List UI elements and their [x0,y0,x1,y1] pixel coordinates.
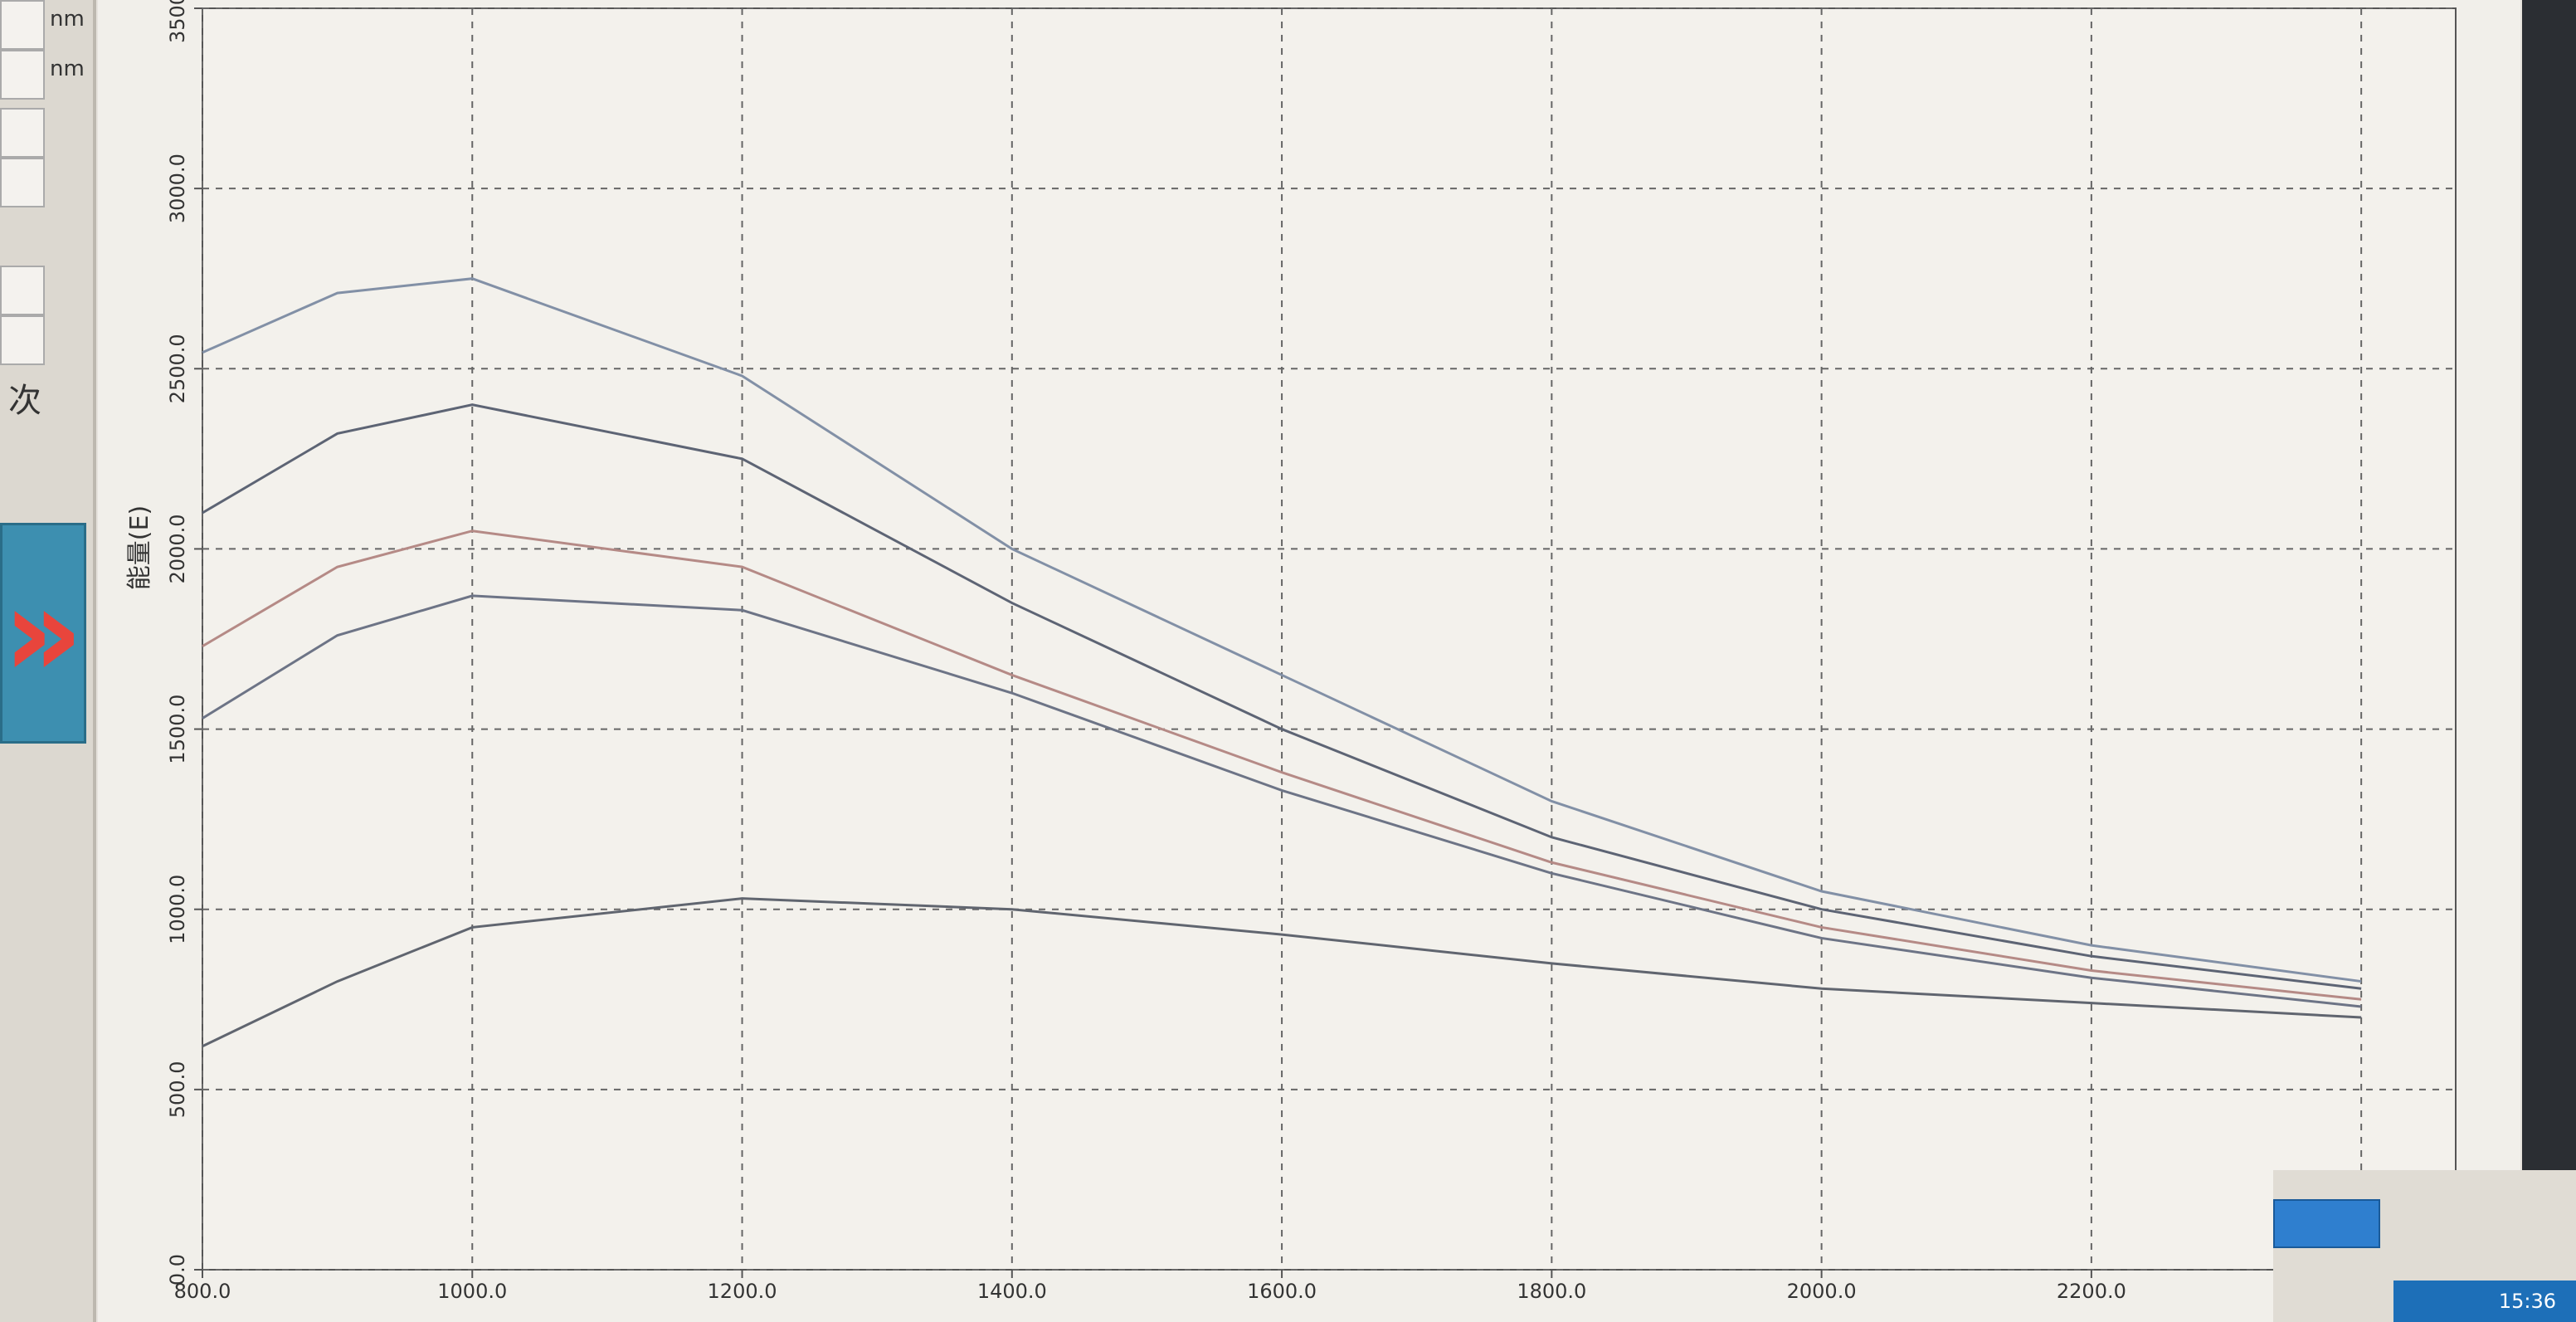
x-tick-label: 1600.0 [1247,1280,1317,1303]
y-tick-label: 500.0 [166,1061,189,1118]
y-tick-label: 1500.0 [166,695,189,764]
input-box[interactable] [0,266,45,315]
x-tick-label: 800.0 [174,1280,231,1303]
y-tick-label: 3500.0 [166,0,189,43]
input-box[interactable] [0,0,45,50]
input-box[interactable] [0,50,45,100]
input-box[interactable] [0,315,45,365]
input-box[interactable] [0,108,45,158]
system-tray: 15:36 [2393,1281,2576,1322]
x-tick-label: 1000.0 [437,1280,507,1303]
y-tick-label: 3000.0 [166,154,189,223]
count-label: 次 [8,382,41,420]
data-line [202,897,2362,1048]
input-box[interactable] [0,158,45,207]
x-tick-label: 2200.0 [2057,1280,2126,1303]
unit-label: nm [50,56,85,81]
clock: 15:36 [2498,1290,2556,1313]
unit-label: nm [50,7,85,32]
x-tick-label: 1400.0 [977,1280,1047,1303]
x-tick-label: 1800.0 [1517,1280,1586,1303]
next-button[interactable]: » [0,523,86,744]
left-panel: nm nm 次 » [0,0,96,1322]
data-line [202,277,2362,983]
y-tick-label: 2000.0 [166,514,189,583]
chart: 能量(E) 波长(nm) 0.0500.01000.01500.02000.02… [125,0,2457,1303]
monitor-bezel [2522,0,2576,1170]
y-tick-label: 2500.0 [166,334,189,403]
chart-panel: 能量(E) 波长(nm) 0.0500.01000.01500.02000.02… [98,0,2520,1322]
y-tick-label: 0.0 [166,1254,189,1285]
data-line [202,594,2362,1008]
x-tick-label: 1200.0 [708,1280,777,1303]
data-line [202,529,2362,1001]
data-line [202,403,2362,990]
plot-area [202,7,2457,1271]
taskbar: 15:36 [2273,1170,2576,1322]
y-tick-label: 1000.0 [166,875,189,944]
y-axis-title: 能量(E) [125,505,154,590]
tray-widget[interactable] [2273,1199,2380,1248]
x-tick-label: 2000.0 [1787,1280,1857,1303]
